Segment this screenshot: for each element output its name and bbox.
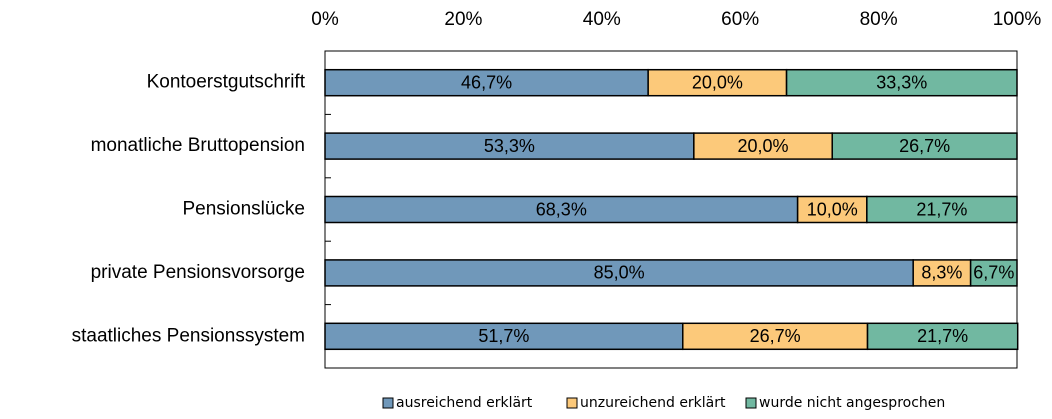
- bar-segment: [647, 68, 788, 97]
- y-tick-label: Pensionslücke: [182, 199, 305, 220]
- bar-segment: [785, 68, 1018, 97]
- data-label: 51,7%: [478, 326, 529, 346]
- bar-segment: [324, 68, 649, 97]
- data-label: 53,3%: [484, 136, 535, 156]
- data-label: 85,0%: [594, 263, 645, 283]
- x-tick-label: 20%: [444, 9, 482, 30]
- data-label: 33,3%: [876, 72, 927, 92]
- x-tick-label: 80%: [860, 9, 898, 30]
- bar-segment: [866, 322, 1019, 351]
- bar-segment: [324, 259, 914, 287]
- x-tick-label: 100%: [993, 9, 1042, 30]
- x-tick-label: 60%: [721, 9, 759, 30]
- data-label: 26,7%: [750, 326, 801, 346]
- data-label: 26,7%: [899, 136, 950, 156]
- data-label: 21,7%: [917, 326, 968, 346]
- data-label: 20,0%: [692, 72, 743, 92]
- y-tick-label: staatliches Pensionssystem: [72, 325, 305, 346]
- data-label: 68,3%: [536, 199, 587, 219]
- data-label: 6,7%: [973, 263, 1014, 283]
- bar-segment: [866, 195, 1018, 224]
- legend-label: wurde nicht angesprochen: [759, 395, 945, 411]
- bar-segment: [969, 259, 1018, 287]
- bar-segment: [682, 322, 869, 351]
- y-tick-label: monatliche Bruttopension: [91, 135, 305, 156]
- x-tick-label: 0%: [311, 9, 339, 30]
- data-label: 21,7%: [916, 199, 967, 219]
- data-label: 20,0%: [738, 136, 789, 156]
- y-tick-label: Kontoerstgutschrift: [147, 72, 306, 93]
- bar-segment: [324, 322, 684, 351]
- bar-segment: [831, 132, 1018, 160]
- legend-label: ausreichend erklärt: [396, 395, 533, 411]
- data-label: 8,3%: [921, 263, 962, 283]
- data-label: 46,7%: [461, 72, 512, 92]
- legend-swatch: [382, 397, 394, 409]
- x-tick-label: 40%: [583, 9, 621, 30]
- legend-swatch: [566, 397, 578, 409]
- y-tick-label: private Pensionsvorsorge: [91, 262, 305, 283]
- data-label: 10,0%: [807, 199, 858, 219]
- legend-swatch: [745, 397, 757, 409]
- legend-label: unzureichend erklärt: [580, 395, 726, 411]
- bar-segment: [796, 195, 868, 224]
